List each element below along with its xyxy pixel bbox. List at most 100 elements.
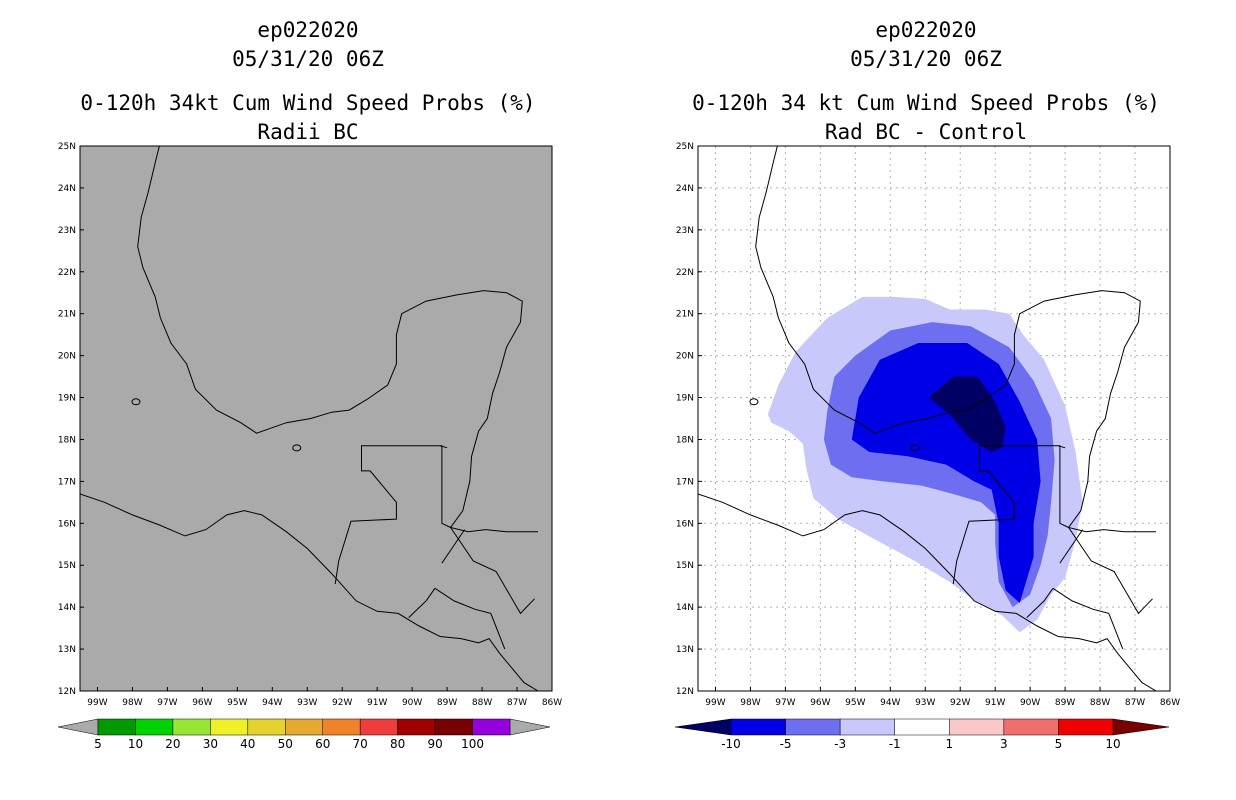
- left-y-axis: 12N 13N 14N 15N 16N 17N 18N 19N 20N 21N 22N 23N 24N 2…: [58, 142, 84, 697]
- x-tick-label: 95W: [845, 698, 865, 708]
- left-title-product: 0-120h 34kt Cum Wind Speed Probs (%): [80, 91, 535, 115]
- contour-region: [928, 376, 1006, 452]
- left-title-storm: ep022020: [257, 18, 358, 42]
- y-tick-label: 25N: [58, 142, 76, 152]
- border-line: [441, 529, 466, 564]
- x-tick-label: 86W: [1160, 698, 1180, 708]
- colorbar-label: 70: [353, 737, 368, 751]
- coastline: [80, 493, 539, 691]
- border-line: [952, 445, 1069, 585]
- right-difference-fills: [767, 296, 1083, 633]
- right-coastline-map: [698, 146, 1157, 691]
- x-tick-label: 94W: [880, 698, 900, 708]
- colorbar-swatch: [397, 718, 436, 736]
- y-tick-label: 21N: [58, 310, 76, 320]
- border-line: [1059, 529, 1084, 564]
- colorbar-label: 1: [945, 737, 953, 751]
- border-line: [450, 527, 535, 615]
- left-plot-area: [80, 146, 552, 691]
- y-tick-label: 16N: [676, 519, 694, 529]
- left-plot-frame: [79, 145, 553, 692]
- border-line: [434, 587, 491, 614]
- right-panel: ep022020 05/31/20 06Z 0-120h 34 kt Cum W…: [674, 18, 1180, 751]
- colorbar-swatch: [785, 718, 841, 736]
- right-plot-frame: [697, 145, 1171, 692]
- colorbar-label: 90: [427, 737, 442, 751]
- colorbar-swatch: [210, 718, 249, 736]
- colorbar-label: -10: [721, 737, 741, 751]
- x-tick-label: 98W: [740, 698, 760, 708]
- x-tick-label: 95W: [227, 698, 247, 708]
- colorbar-label: -1: [889, 737, 901, 751]
- colorbar-label: 50: [278, 737, 293, 751]
- y-tick-label: 12N: [676, 687, 694, 697]
- colorbar-swatch: [359, 718, 398, 736]
- colorbar-under-arrow: [57, 718, 99, 736]
- colorbar-label: 20: [165, 737, 180, 751]
- border-line: [1026, 588, 1054, 618]
- y-tick-label: 22N: [58, 268, 76, 278]
- colorbar-swatch: [839, 718, 895, 736]
- y-tick-label: 18N: [58, 435, 76, 445]
- border-line: [1052, 587, 1109, 614]
- y-tick-label: 25N: [676, 142, 694, 152]
- y-tick-label: 20N: [58, 352, 76, 362]
- x-tick-label: 98W: [122, 698, 142, 708]
- y-tick-label: 16N: [58, 519, 76, 529]
- colorbar-swatch: [949, 718, 1005, 736]
- colorbar-label: 40: [240, 737, 255, 751]
- border-line: [334, 445, 451, 585]
- colorbar-label: -3: [834, 737, 846, 751]
- x-tick-label: 92W: [950, 698, 970, 708]
- y-tick-label: 14N: [676, 603, 694, 613]
- colorbar-label: 30: [203, 737, 218, 751]
- y-tick-label: 21N: [676, 310, 694, 320]
- colorbar-swatch: [322, 718, 361, 736]
- y-tick-label: 24N: [676, 184, 694, 194]
- border-line: [1068, 527, 1153, 615]
- island: [292, 444, 302, 452]
- colorbar-label: -5: [780, 737, 792, 751]
- x-tick-label: 88W: [1090, 698, 1110, 708]
- colorbar-swatch: [472, 718, 511, 736]
- left-title-date: 05/31/20 06Z: [232, 47, 384, 71]
- coastline: [137, 146, 538, 533]
- colorbar-swatch: [434, 718, 473, 736]
- x-tick-label: 92W: [332, 698, 352, 708]
- colorbar-label: 3: [1000, 737, 1008, 751]
- x-tick-label: 87W: [507, 698, 527, 708]
- border-line: [1057, 445, 1066, 449]
- island: [749, 398, 759, 406]
- colorbar-swatch: [285, 718, 323, 736]
- colorbar-swatch: [730, 718, 786, 736]
- right-colorbar: -10 -5 -3 -1 1 3 5 10: [674, 718, 1170, 751]
- right-x-axis: 99W 98W 97W 96W 95W 94W 93W 92W 91W 90W 89W 88W 87W 8…: [705, 687, 1180, 708]
- x-tick-label: 97W: [157, 698, 177, 708]
- right-title-product: 0-120h 34 kt Cum Wind Speed Probs (%): [692, 91, 1160, 115]
- colorbar-swatch: [172, 718, 211, 736]
- x-tick-label: 94W: [262, 698, 282, 708]
- y-tick-label: 17N: [676, 477, 694, 487]
- colorbar-label: 10: [128, 737, 143, 751]
- y-tick-label: 20N: [676, 352, 694, 362]
- y-tick-label: 13N: [58, 645, 76, 655]
- island: [910, 444, 920, 452]
- y-tick-label: 13N: [676, 645, 694, 655]
- island: [131, 398, 141, 406]
- y-tick-label: 12N: [58, 687, 76, 697]
- y-tick-label: 19N: [58, 394, 76, 404]
- colorbar-label: 100: [461, 737, 484, 751]
- x-tick-label: 93W: [915, 698, 935, 708]
- x-tick-label: 99W: [87, 698, 107, 708]
- colorbar-label: 5: [1055, 737, 1063, 751]
- x-tick-label: 96W: [810, 698, 830, 708]
- colorbar-label: 10: [1105, 737, 1120, 751]
- border-line: [1108, 613, 1124, 650]
- x-tick-label: 91W: [367, 698, 387, 708]
- right-title-storm: ep022020: [875, 18, 976, 42]
- right-title-variant: Rad BC - Control: [825, 120, 1027, 144]
- colorbar-swatch: [894, 718, 950, 736]
- right-y-axis: 12N 13N 14N 15N 16N 17N 18N 19N 20N 21N 22N 23N 24N 2…: [676, 142, 702, 697]
- right-title-date: 05/31/20 06Z: [850, 47, 1002, 71]
